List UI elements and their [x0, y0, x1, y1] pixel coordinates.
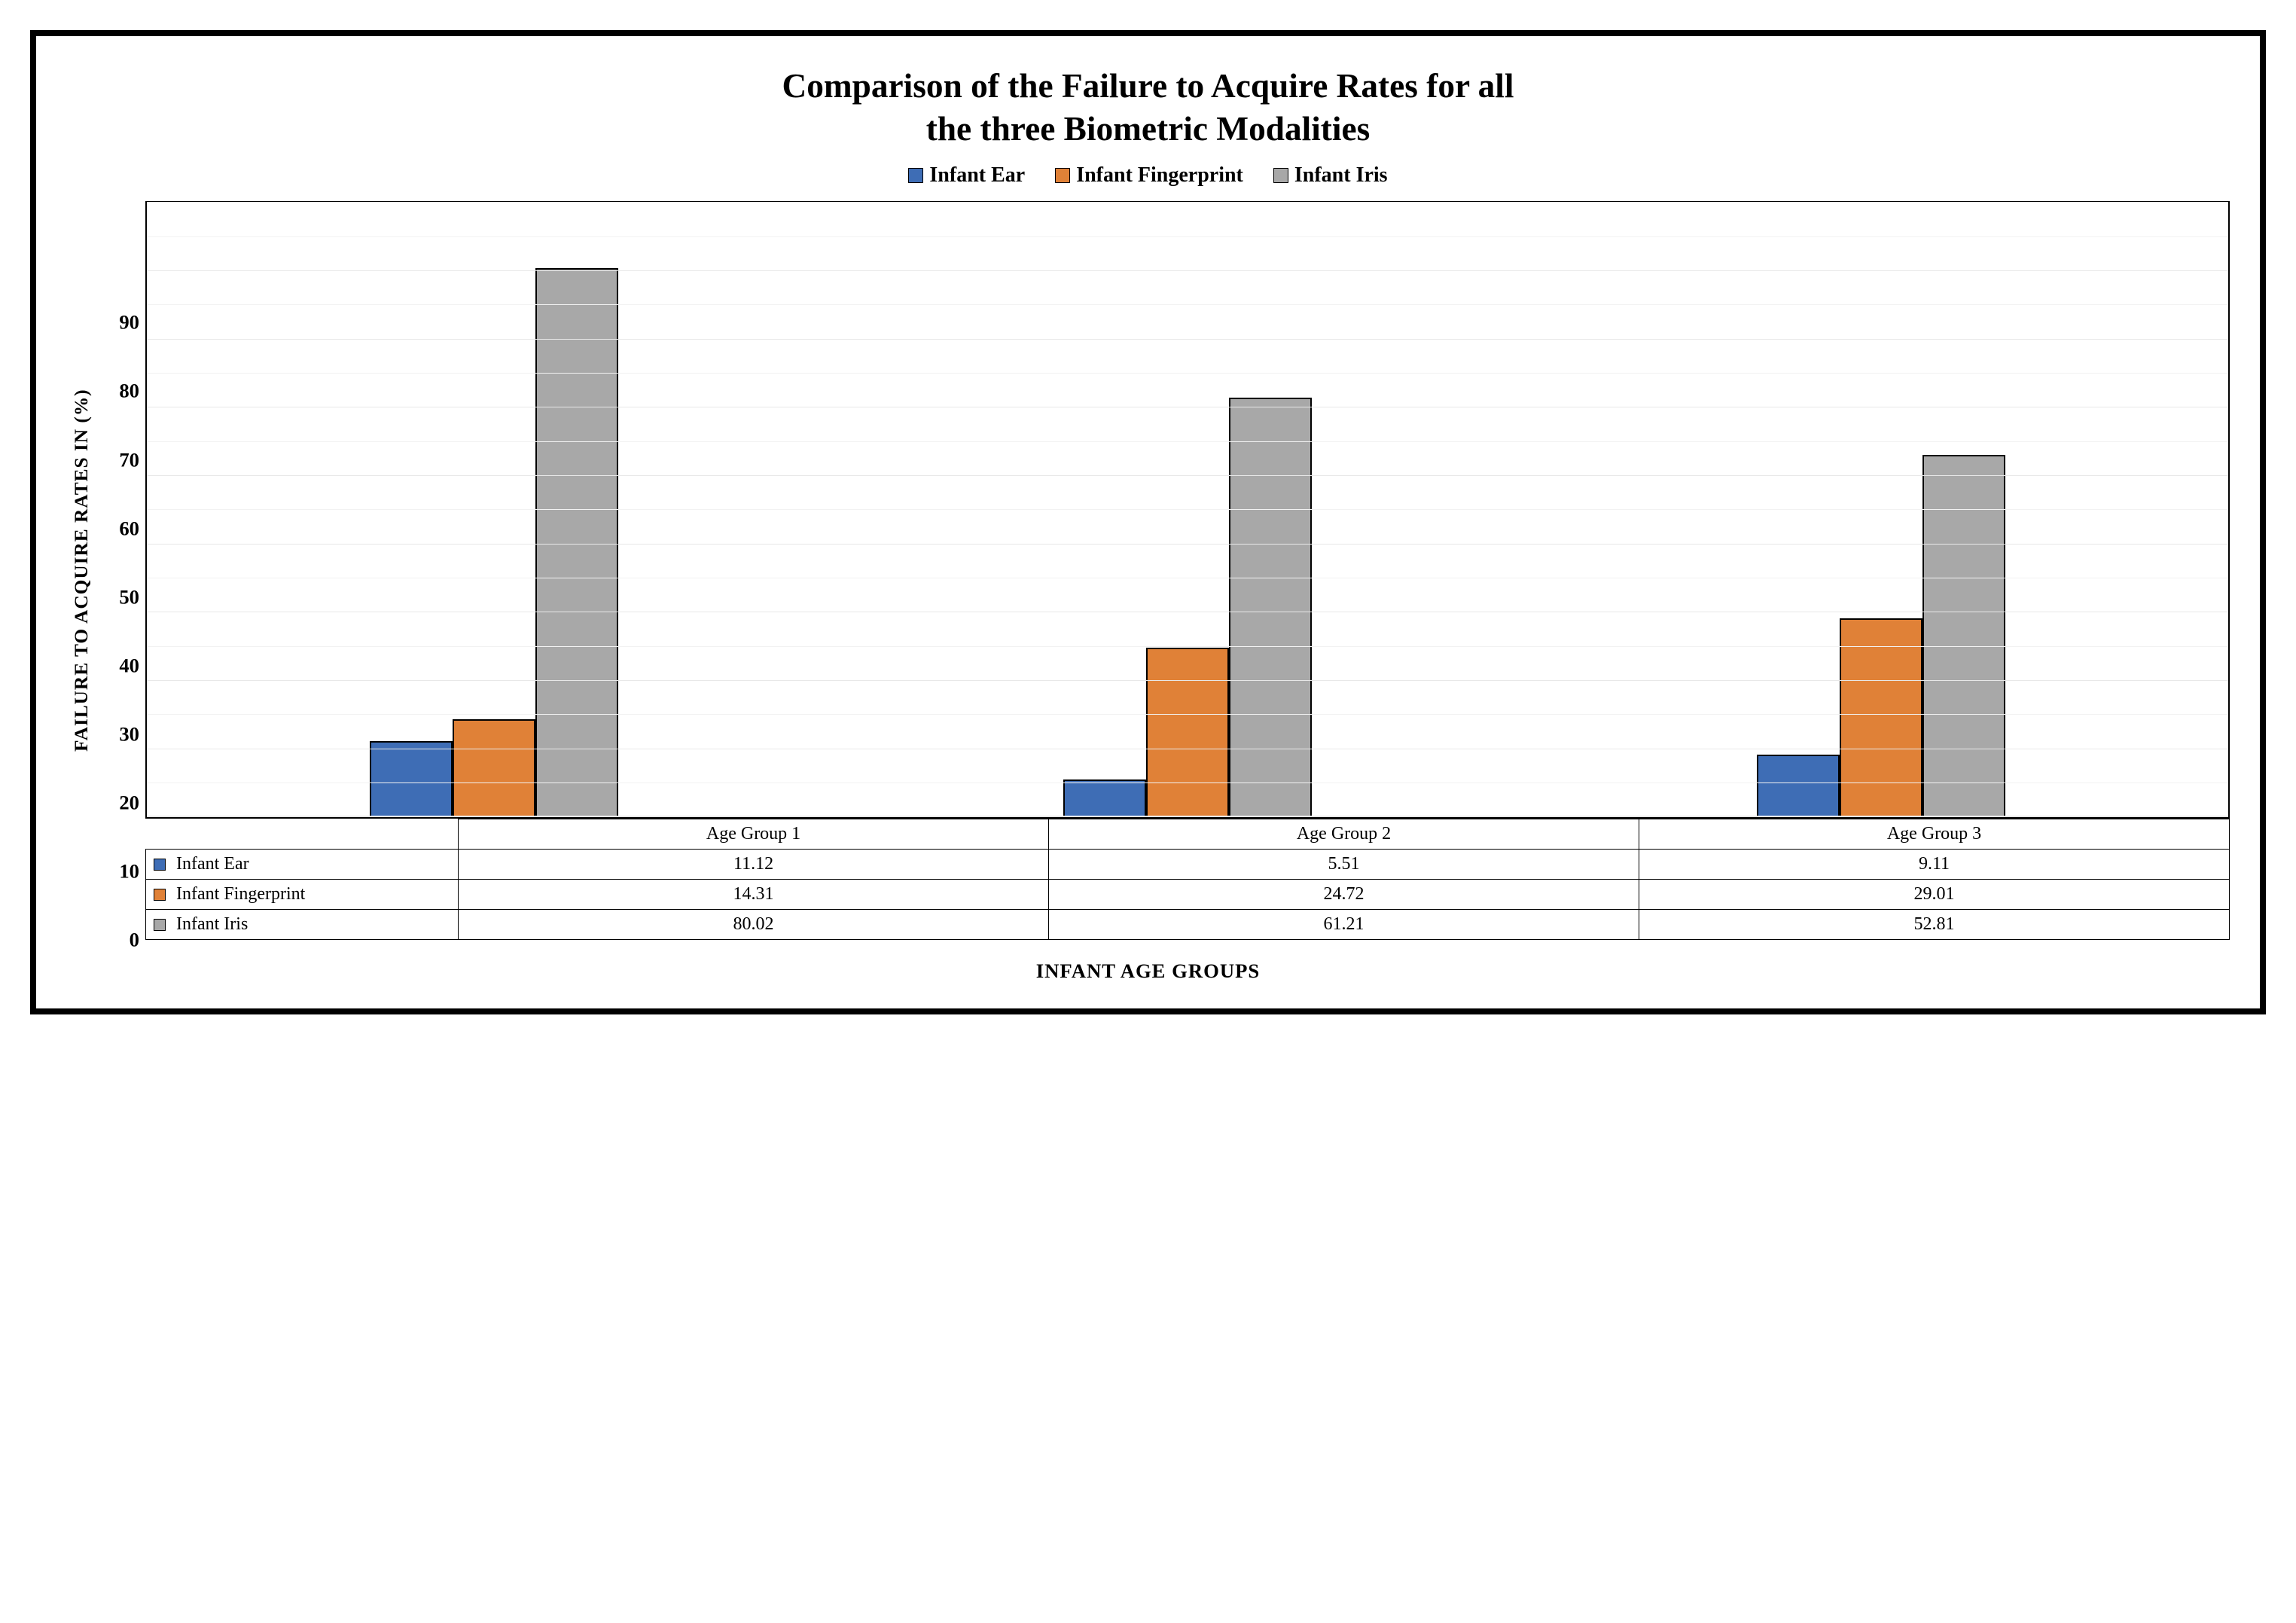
table-row: Infant Iris80.0261.2152.81: [146, 910, 2230, 940]
gridline: [147, 373, 2228, 374]
bar-groups: [147, 203, 2228, 817]
bar-fp: [1146, 648, 1229, 817]
table-row-label-ear: Infant Ear: [146, 850, 459, 880]
y-tick: 80: [119, 380, 139, 403]
legend-label-iris: Infant Iris: [1294, 163, 1388, 188]
legend-swatch-ear: [908, 168, 923, 183]
table-cell: 9.11: [1639, 850, 2229, 880]
y-tick: 90: [119, 311, 139, 334]
table-row-label-iris: Infant Iris: [146, 910, 459, 940]
gridline: [147, 509, 2228, 510]
table-header-cell: Age Group 3: [1639, 819, 2229, 850]
legend-item-ear: Infant Ear: [908, 163, 1025, 188]
bar-group: [147, 203, 840, 817]
gridline: [147, 202, 2228, 203]
legend: Infant Ear Infant Fingerprint Infant Iris: [66, 163, 2230, 189]
legend-label-ear: Infant Ear: [929, 163, 1025, 188]
plot-area: [145, 201, 2230, 819]
gridline: [147, 236, 2228, 237]
gridline: [147, 544, 2228, 545]
y-axis: 0102030405060708090: [93, 201, 145, 940]
table-cell: 5.51: [1049, 850, 1639, 880]
y-tick: 40: [119, 654, 139, 677]
table-row: Infant Ear11.125.519.11: [146, 850, 2230, 880]
y-tick: 0: [130, 929, 139, 952]
gridline: [147, 441, 2228, 442]
gridline: [147, 339, 2228, 340]
chart-title: Comparison of the Failure to Acquire Rat…: [66, 65, 2230, 150]
legend-label-fp: Infant Fingerprint: [1076, 163, 1243, 188]
gridline: [147, 270, 2228, 271]
bar-group: [1535, 203, 2228, 817]
table-row: Infant Fingerprint14.3124.7229.01: [146, 880, 2230, 910]
gridline: [147, 304, 2228, 305]
legend-item-fp: Infant Fingerprint: [1055, 163, 1243, 188]
table-header-row: Age Group 1Age Group 2Age Group 3: [146, 819, 2230, 850]
bar-iris: [1229, 398, 1312, 818]
data-table-body: Age Group 1Age Group 2Age Group 3 Infant…: [146, 819, 2230, 940]
table-swatch-fp: [154, 889, 166, 901]
y-tick: 10: [119, 860, 139, 883]
table-cell: 14.31: [459, 880, 1049, 910]
gridline: [147, 714, 2228, 715]
table-cell: 80.02: [459, 910, 1049, 940]
chart-title-line2: the three Biometric Modalities: [926, 110, 1371, 148]
legend-swatch-fp: [1055, 168, 1070, 183]
table-swatch-iris: [154, 919, 166, 931]
plot-wrap: Age Group 1Age Group 2Age Group 3 Infant…: [145, 201, 2230, 940]
table-corner-cell: [146, 819, 459, 850]
table-header-cell: Age Group 2: [1049, 819, 1639, 850]
legend-item-iris: Infant Iris: [1273, 163, 1388, 188]
table-header-cell: Age Group 1: [459, 819, 1049, 850]
gridline: [147, 680, 2228, 681]
gridline: [147, 475, 2228, 476]
bar-fp: [453, 719, 535, 817]
table-cell: 52.81: [1639, 910, 2229, 940]
gridline: [147, 646, 2228, 647]
chart-box: FAILURE TO ACQUIRE RATES IN (%) 01020304…: [66, 201, 2230, 940]
table-cell: 11.12: [459, 850, 1049, 880]
table-row-label-fp: Infant Fingerprint: [146, 880, 459, 910]
gridline: [147, 816, 2228, 817]
bars: [1063, 398, 1312, 818]
y-axis-label: FAILURE TO ACQUIRE RATES IN (%): [66, 201, 93, 940]
data-table: Age Group 1Age Group 2Age Group 3 Infant…: [145, 819, 2230, 940]
y-tick: 30: [119, 722, 139, 746]
table-cell: 61.21: [1049, 910, 1639, 940]
legend-swatch-iris: [1273, 168, 1288, 183]
y-tick: 60: [119, 517, 139, 540]
bar-fp: [1840, 618, 1922, 817]
table-cell: 24.72: [1049, 880, 1639, 910]
bar-ear: [1757, 755, 1840, 817]
table-cell: 29.01: [1639, 880, 2229, 910]
bar-group: [840, 203, 1534, 817]
x-axis-label: INFANT AGE GROUPS: [66, 959, 2230, 983]
table-swatch-ear: [154, 859, 166, 871]
bar-ear: [370, 741, 453, 817]
y-tick: 20: [119, 792, 139, 815]
y-tick: 50: [119, 585, 139, 609]
chart-title-line1: Comparison of the Failure to Acquire Rat…: [782, 67, 1514, 105]
y-tick: 70: [119, 448, 139, 471]
chart-frame: Comparison of the Failure to Acquire Rat…: [30, 30, 2266, 1014]
bar-ear: [1063, 779, 1146, 817]
